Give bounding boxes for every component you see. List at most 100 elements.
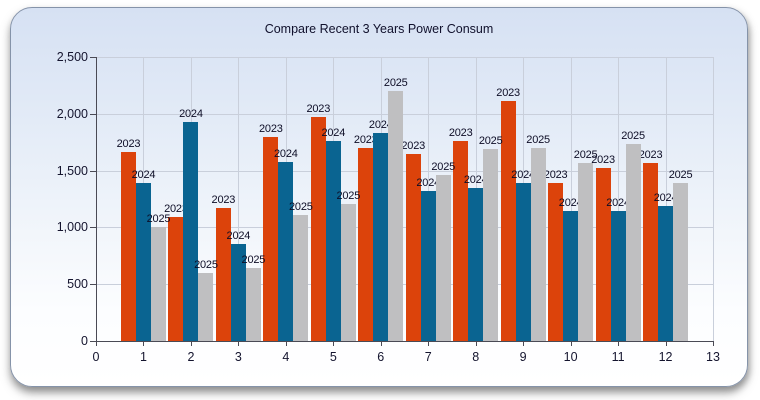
x-axis-tick [285,341,287,346]
bar-label-2024-month-6: 2024 [368,119,393,132]
x-tick-label: 2 [187,350,195,364]
x-axis-tick [380,341,382,346]
bar-2025-month-10 [578,162,594,341]
bar-2023-month-7 [405,153,421,341]
bar-2024-month-7 [420,191,436,341]
bar-label-2023-month-4: 2023 [259,122,283,135]
x-axis-line [96,341,714,342]
chart-title: Compare Recent 3 Years Power Consum [264,22,494,36]
bar-2024-month-2 [183,121,199,341]
bar-2023-month-5 [310,117,326,341]
x-tick-label: 5 [329,350,337,364]
bar-label-2025-month-3: 2025 [241,254,266,267]
bar-2025-month-7 [435,175,451,341]
y-axis-tick [90,113,96,115]
bar-2023-month-12 [643,162,659,341]
y-axis-tick [90,57,96,58]
x-tick-label: 1 [139,350,147,364]
bar-label-2025-month-2: 2025 [194,258,218,271]
bar-2025-month-6 [388,91,404,341]
x-axis-tick [618,341,620,346]
bar-2023-month-9 [500,101,516,341]
bar-label-2023-month-7: 2023 [401,139,426,152]
x-axis-tick [143,341,145,346]
bar-label-2024-month-8: 2024 [463,173,488,186]
v-gridline [618,57,620,341]
x-tick-label: 10 [563,350,578,364]
x-tick-label: 4 [282,350,290,364]
bar-2025-month-12 [673,183,689,341]
x-tick-label: 7 [424,350,432,364]
y-axis-tick [90,227,96,229]
y-tick-label: 2,000 [56,106,88,121]
bar-2023-month-8 [453,141,469,341]
bar-2025-month-3 [245,268,261,341]
bar-label-2025-month-12: 2025 [668,169,693,182]
x-tick-label: 12 [658,350,673,364]
x-axis-tick [523,341,525,346]
bar-label-2023-month-12: 2023 [638,148,663,161]
y-axis-tick [90,284,96,286]
x-axis-tick [238,341,240,346]
bar-2025-month-1 [150,227,166,341]
bar-2024-month-11 [610,211,626,341]
bar-label-2024-month-11: 2024 [606,197,630,210]
bar-label-2024-month-5: 2024 [321,127,346,140]
bar-2024-month-8 [468,187,484,341]
bar-2024-month-6 [373,133,389,341]
y-tick-label: 2,500 [56,50,88,64]
bar-label-2024-month-2: 2024 [179,107,203,120]
y-axis-tick [90,170,96,172]
y-axis-line [96,57,97,342]
bar-label-2023-month-1: 2023 [116,138,141,151]
bar-2024-month-3 [230,244,246,341]
y-tick-label: 1,000 [56,220,88,235]
y-tick-label: 500 [67,277,88,292]
bar-label-2025-month-1: 2025 [146,213,171,226]
bar-label-2023-month-3: 2023 [211,194,236,207]
bar-2023-month-3 [215,208,231,341]
bar-2025-month-5 [340,203,356,341]
bar-label-2024-month-3: 2024 [226,230,251,243]
bar-2025-month-4 [293,214,309,341]
bar-label-2025-month-7: 2025 [431,161,456,174]
bar-label-2025-month-6: 2025 [383,77,408,90]
bar-2023-month-11 [595,168,611,341]
x-tick-label: 11 [611,350,625,364]
bar-2024-month-9 [515,183,531,341]
x-axis-tick [713,341,714,346]
bar-2023-month-4 [263,136,279,341]
bar-2025-month-2 [198,272,214,341]
x-axis-tick [665,341,667,346]
bar-2025-month-9 [530,147,546,341]
bar-label-2023-month-9: 2023 [496,87,520,100]
x-axis-tick [190,341,192,346]
bar-2024-month-5 [325,141,341,341]
x-tick-label: 13 [706,350,720,364]
y-axis-tick [90,341,96,342]
h-gridline [96,227,713,229]
x-axis-tick [333,341,335,346]
bar-label-2024-month-7: 2024 [416,177,441,190]
bar-label-2025-month-4: 2025 [289,200,313,213]
bar-label-2024-month-9: 2024 [511,169,535,182]
v-gridline [570,57,572,341]
bar-2023-month-6 [358,147,374,341]
x-tick-label: 8 [472,350,480,364]
bar-label-2023-month-6: 2023 [353,133,378,146]
bar-label-2023-month-8: 2023 [448,127,473,140]
x-tick-label: 0 [92,350,100,364]
bar-label-2023-month-11: 2023 [591,154,615,167]
bar-2024-month-4 [278,161,294,341]
bar-label-2024-month-12: 2024 [653,191,678,204]
bar-label-2025-month-5: 2025 [336,189,361,202]
x-tick-label: 3 [234,350,242,364]
v-gridline [665,57,667,341]
bar-label-2024-month-4: 2024 [274,147,298,160]
bar-label-2025-month-10: 2025 [573,148,598,161]
bar-label-2025-month-9: 2025 [526,133,550,146]
v-gridline [713,57,714,341]
x-axis-tick [475,341,477,346]
